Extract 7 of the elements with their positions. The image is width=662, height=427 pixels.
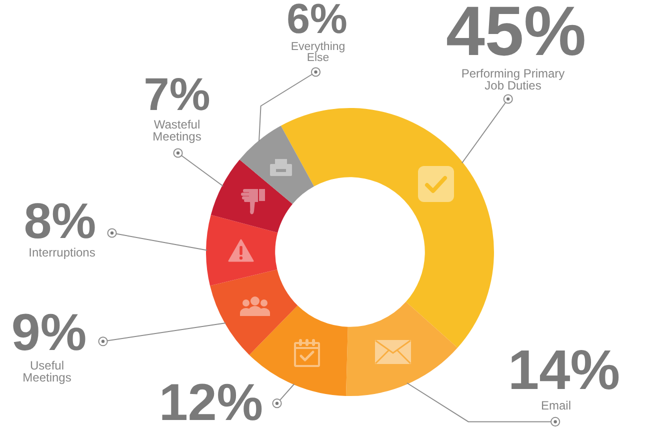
data-label: 6% [286, 0, 348, 42]
slice-label: Wasteful Meetings [152, 117, 202, 144]
data-label: 12% [158, 374, 264, 427]
slice-label: Everything Else [290, 40, 346, 64]
slice-label: Email [540, 398, 572, 412]
data-label: 14% [508, 338, 620, 401]
data-label: 7% [144, 68, 210, 120]
